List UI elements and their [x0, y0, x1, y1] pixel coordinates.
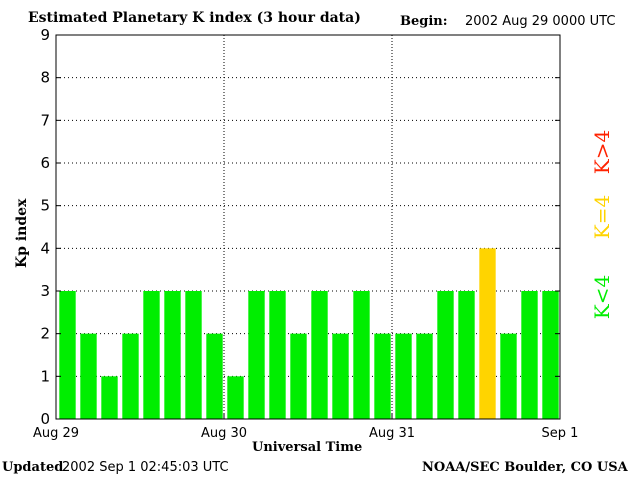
kp-bar — [59, 291, 76, 419]
x-tick-label: Sep 1 — [542, 426, 579, 441]
plot-frame — [55, 34, 561, 420]
y-axis-label: Kp index — [14, 198, 30, 268]
kp-bar — [80, 333, 97, 419]
kp-bar — [458, 291, 475, 419]
kp-bar — [311, 291, 328, 419]
kp-bar — [437, 291, 454, 419]
x-tick-label: Aug 31 — [369, 426, 415, 441]
kp-bar — [101, 376, 118, 419]
kp-bar — [248, 291, 265, 419]
x-tick-label: Aug 29 — [33, 426, 79, 441]
kp-bar — [479, 248, 496, 419]
kp-bar — [185, 291, 202, 419]
kp-bar — [164, 291, 181, 419]
x-axis-label: Universal Time — [252, 440, 363, 455]
kp-bar — [227, 376, 244, 419]
kp-bar — [143, 291, 160, 419]
y-tick-label: 0 — [40, 410, 50, 428]
begin-label: Begin: — [400, 14, 448, 29]
kp-bar — [269, 291, 286, 419]
x-tick-label: Aug 30 — [201, 426, 247, 441]
y-tick-label: 2 — [40, 325, 50, 343]
kp-bar — [395, 333, 412, 419]
kp-bar — [521, 291, 538, 419]
kp-bar — [353, 291, 370, 419]
y-tick-label: 3 — [40, 282, 50, 300]
legend-low: K<4 — [590, 274, 614, 320]
y-tick-label: 1 — [40, 367, 50, 385]
y-tick-label: 5 — [40, 197, 50, 215]
credit-text: NOAA/SEC Boulder, CO USA — [422, 460, 628, 475]
y-tick-label: 7 — [40, 111, 50, 129]
kp-bar — [416, 333, 433, 419]
updated-timestamp: 2002 Sep 1 02:45:03 UTC — [62, 460, 229, 475]
begin-value: 2002 Aug 29 0000 UTC — [465, 14, 616, 29]
kp-bar — [542, 291, 559, 419]
updated-label: Updated — [2, 460, 64, 475]
kp-bar — [290, 333, 307, 419]
kp-bar — [374, 333, 391, 419]
chart-title: Estimated Planetary K index (3 hour data… — [28, 10, 361, 26]
y-tick-label: 9 — [40, 26, 50, 44]
legend-high: K>4 — [590, 129, 614, 175]
kp-bar — [206, 333, 223, 419]
y-tick-label: 4 — [40, 239, 50, 257]
kp-bar — [500, 333, 517, 419]
y-tick-label: 8 — [40, 69, 50, 87]
y-tick-label: 6 — [40, 154, 50, 172]
kp-bar — [332, 333, 349, 419]
kp-bar — [122, 333, 139, 419]
